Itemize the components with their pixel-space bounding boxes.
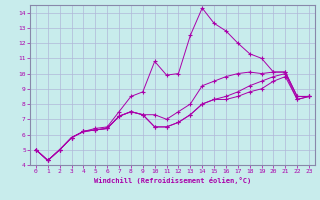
X-axis label: Windchill (Refroidissement éolien,°C): Windchill (Refroidissement éolien,°C) (94, 177, 251, 184)
